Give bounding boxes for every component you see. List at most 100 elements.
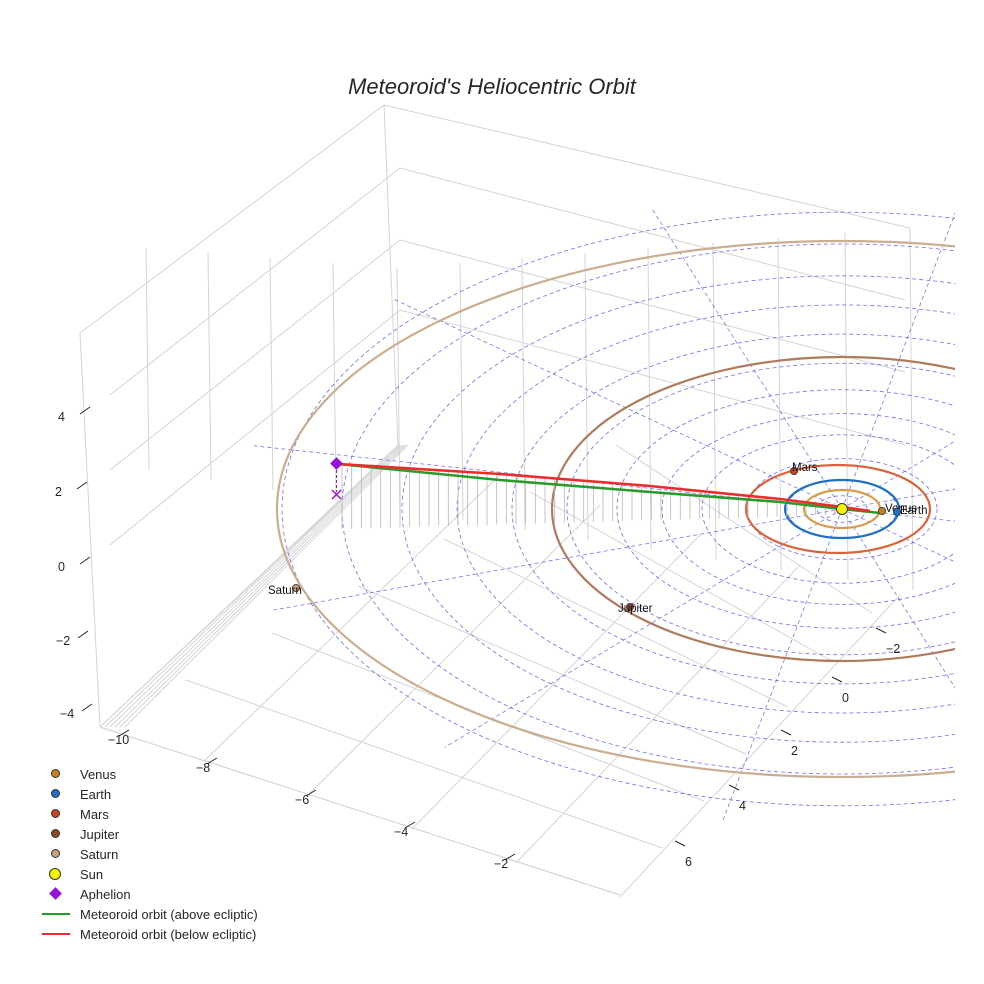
legend-swatch-shape <box>51 809 60 818</box>
x-tick-label: −2 <box>494 857 508 871</box>
back-wall-vertical <box>712 242 717 561</box>
legend-label: Saturn <box>80 846 119 862</box>
legend-item: Sun <box>40 864 258 884</box>
back-wall-vertical <box>647 247 652 551</box>
wall-left-edge <box>79 332 101 728</box>
back-wall-vertical <box>584 252 589 541</box>
meteoroid-orbit-above <box>337 462 881 515</box>
floor-grid-x <box>307 504 601 796</box>
y-tick-label: −2 <box>886 642 900 656</box>
wall-top-edge <box>79 104 385 334</box>
back-wall-vertical <box>777 237 782 571</box>
z-tick-mark <box>76 481 88 490</box>
legend-item: Meteoroid orbit (below ecliptic) <box>40 924 258 944</box>
saturn-orbit <box>276 239 955 779</box>
y-tick-label: 4 <box>739 799 746 813</box>
z-tick-label: −4 <box>60 707 74 721</box>
x-tick-label: −10 <box>108 733 129 747</box>
ecliptic-ref-circle <box>401 275 955 743</box>
ecliptic-radial <box>392 298 843 510</box>
chart-title: Meteoroid's Heliocentric Orbit <box>348 74 636 99</box>
z-tick-mark <box>81 703 93 712</box>
ecliptic-radial <box>650 207 843 510</box>
floor-grid-y <box>99 726 621 896</box>
legend-swatch-shape <box>49 868 61 880</box>
z-tick-label: 4 <box>58 410 65 424</box>
legend-swatch <box>40 784 72 804</box>
back-wall-vertical <box>207 252 212 481</box>
back-wall-vertical <box>145 247 150 471</box>
legend-item: Jupiter <box>40 824 258 844</box>
ecliptic-ref-circle <box>816 495 868 523</box>
legend-swatch <box>40 864 72 884</box>
jupiter-label: Jupiter <box>618 603 653 615</box>
legend-label: Meteoroid orbit (above ecliptic) <box>80 906 258 922</box>
ecliptic-ref-circle <box>616 389 955 629</box>
earth-marker <box>893 507 902 516</box>
y-tick-mark <box>728 784 740 791</box>
legend-swatch-shape <box>49 887 62 900</box>
ecliptic-radial <box>841 508 955 689</box>
ecliptic-ref-circle <box>281 211 955 807</box>
y-tick-label: 2 <box>791 744 798 758</box>
legend-label: Meteoroid orbit (below ecliptic) <box>80 926 257 942</box>
y-tick-mark <box>875 627 887 634</box>
legend-label: Jupiter <box>80 826 120 842</box>
ecliptic-ref-circle <box>661 413 955 605</box>
legend-swatch-shape <box>51 849 60 858</box>
z-tick-mark <box>77 630 89 639</box>
x-tick-label: −6 <box>295 793 309 807</box>
ecliptic-radial <box>841 508 955 522</box>
y-tick-mark <box>780 729 792 736</box>
floor-grid-y <box>185 679 663 849</box>
earth-label: Earth <box>900 505 928 517</box>
x-tick-mark <box>504 853 516 861</box>
saturn-marker <box>291 584 300 593</box>
legend-swatch <box>40 884 72 904</box>
mars-marker <box>790 466 799 475</box>
legend: Venus Earth Mars Jupiter Saturn Sun Aphelion Me… <box>40 764 258 944</box>
mars-label: Mars <box>792 462 818 474</box>
legend-item: Aphelion <box>40 884 258 904</box>
ecliptic-ref-circle <box>456 304 955 714</box>
aphelion-marker <box>330 457 343 470</box>
back-wall-vertical <box>521 257 526 531</box>
legend-swatch <box>40 904 72 924</box>
x-tick-mark <box>404 821 416 829</box>
x-tick-mark <box>118 729 130 737</box>
ecliptic-ref-circle <box>701 434 955 584</box>
floor-grid-x <box>203 474 501 762</box>
aphelion-projection-x <box>331 489 342 500</box>
x-tick-mark <box>305 789 317 797</box>
floor-grid-x <box>515 564 801 864</box>
legend-swatch-shape <box>51 789 60 798</box>
legend-label: Venus <box>80 766 117 782</box>
z-tick-label: 0 <box>58 560 65 574</box>
ecliptic-ref-circle <box>566 362 955 656</box>
legend-item: Venus <box>40 764 258 784</box>
legend-item: Meteoroid orbit (above ecliptic) <box>40 904 258 924</box>
legend-swatch <box>40 764 72 784</box>
legend-item: Earth <box>40 784 258 804</box>
y-tick-mark <box>831 676 843 683</box>
floor-grid-y <box>443 538 789 708</box>
y-tick-label: 6 <box>685 855 692 869</box>
meteoroid-drop-lines <box>341 462 836 529</box>
legend-swatch-shape <box>51 769 60 778</box>
legend-item: Saturn <box>40 844 258 864</box>
saturn-label: Saturn <box>268 585 302 597</box>
x-tick-label: −4 <box>394 825 408 839</box>
legend-item: Mars <box>40 804 258 824</box>
y-tick-label: 0 <box>842 691 849 705</box>
z-grid-line <box>109 167 906 396</box>
sun-marker <box>836 503 848 515</box>
venus-marker <box>878 506 887 515</box>
ecliptic-grid <box>253 207 955 821</box>
z-tick-mark <box>79 556 91 565</box>
legend-swatch-shape <box>42 933 70 935</box>
z-tick-label: −2 <box>56 634 70 648</box>
floor-grid-y <box>615 444 873 614</box>
ecliptic-radial <box>841 440 955 510</box>
x-tick-mark <box>206 757 218 765</box>
z-grid-line <box>109 239 906 471</box>
